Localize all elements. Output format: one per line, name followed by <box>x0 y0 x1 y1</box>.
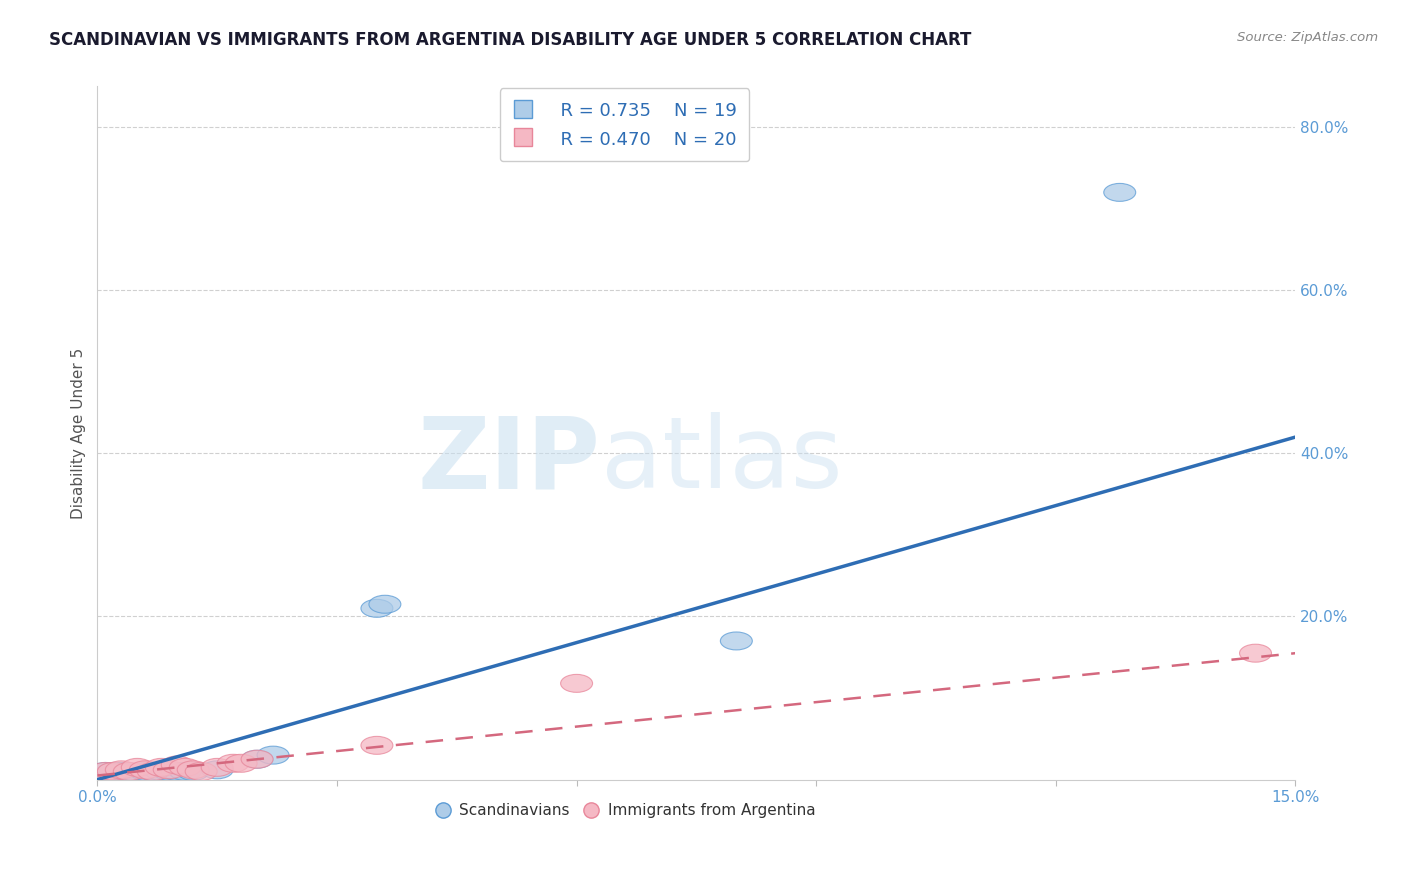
Ellipse shape <box>121 764 153 782</box>
Ellipse shape <box>561 674 592 692</box>
Ellipse shape <box>1240 644 1271 662</box>
Ellipse shape <box>217 755 249 772</box>
Text: Source: ZipAtlas.com: Source: ZipAtlas.com <box>1237 31 1378 45</box>
Ellipse shape <box>138 763 169 780</box>
Ellipse shape <box>186 763 217 780</box>
Ellipse shape <box>361 599 392 617</box>
Ellipse shape <box>240 750 273 768</box>
Ellipse shape <box>1104 184 1136 202</box>
Ellipse shape <box>90 763 121 780</box>
Ellipse shape <box>129 761 162 779</box>
Ellipse shape <box>240 750 273 768</box>
Ellipse shape <box>97 763 129 780</box>
Ellipse shape <box>114 763 145 780</box>
Ellipse shape <box>177 761 209 779</box>
Text: ZIP: ZIP <box>418 412 600 509</box>
Ellipse shape <box>114 764 145 782</box>
Ellipse shape <box>257 747 290 764</box>
Ellipse shape <box>225 755 257 772</box>
Legend: Scandinavians, Immigrants from Argentina: Scandinavians, Immigrants from Argentina <box>427 797 821 824</box>
Ellipse shape <box>368 595 401 613</box>
Ellipse shape <box>162 756 193 774</box>
Ellipse shape <box>720 632 752 650</box>
Text: SCANDINAVIAN VS IMMIGRANTS FROM ARGENTINA DISABILITY AGE UNDER 5 CORRELATION CHA: SCANDINAVIAN VS IMMIGRANTS FROM ARGENTIN… <box>49 31 972 49</box>
Ellipse shape <box>121 758 153 776</box>
Text: atlas: atlas <box>600 412 842 509</box>
Ellipse shape <box>145 763 177 780</box>
Ellipse shape <box>169 758 201 776</box>
Ellipse shape <box>105 761 138 779</box>
Ellipse shape <box>162 763 193 780</box>
Ellipse shape <box>177 763 209 780</box>
Ellipse shape <box>201 761 233 779</box>
Ellipse shape <box>169 763 201 780</box>
Ellipse shape <box>201 758 233 776</box>
Ellipse shape <box>105 763 138 780</box>
Ellipse shape <box>138 763 169 780</box>
Ellipse shape <box>153 763 186 780</box>
Ellipse shape <box>361 737 392 755</box>
Ellipse shape <box>129 763 162 780</box>
Ellipse shape <box>153 761 186 779</box>
Y-axis label: Disability Age Under 5: Disability Age Under 5 <box>72 347 86 518</box>
Ellipse shape <box>145 758 177 776</box>
Ellipse shape <box>97 763 129 780</box>
Ellipse shape <box>90 763 121 780</box>
